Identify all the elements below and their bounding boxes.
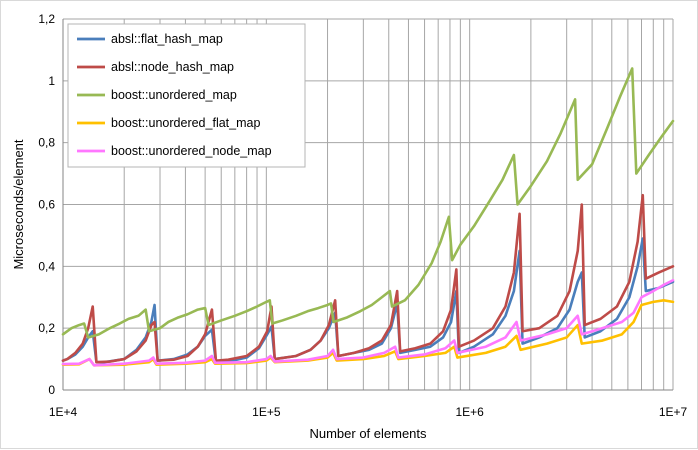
legend-label: boost::unordered_node_map (111, 144, 272, 158)
y-tick-label: 0 (48, 383, 55, 397)
legend-label: boost::unordered_map (111, 88, 237, 102)
legend-label: absl::flat_hash_map (111, 32, 223, 46)
x-tick-label: 1E+5 (252, 405, 281, 419)
legend-box (67, 23, 306, 168)
x-axis-title: Number of elements (309, 426, 427, 441)
series-line (61, 67, 675, 339)
x-tick-label: 1E+7 (659, 405, 688, 419)
legend-label: boost::unordered_flat_map (111, 116, 260, 130)
tick-labels: 0 0,2 0,4 0,6 0,8 1 1,2 1E+4 1E+5 1E+6 1E+7 (38, 12, 687, 419)
y-tick-label: 0,2 (38, 321, 55, 335)
x-tick-label: 1E+6 (455, 405, 484, 419)
y-tick-label: 1 (48, 74, 55, 88)
legend: absl::flat_hash_mapabsl::node_hash_mapbo… (67, 23, 306, 168)
y-axis-title: Microseconds/element (11, 139, 26, 269)
legend-label: absl::node_hash_map (111, 60, 234, 74)
y-tick-label: 0,8 (38, 136, 55, 150)
series-lines (61, 67, 675, 367)
x-tick-label: 1E+4 (49, 405, 78, 419)
axes (62, 19, 673, 391)
series-line (61, 193, 675, 364)
y-tick-label: 1,2 (38, 12, 55, 26)
y-tick-label: 0,6 (38, 198, 55, 212)
y-tick-label: 0,4 (38, 259, 55, 273)
series-line (61, 278, 675, 367)
